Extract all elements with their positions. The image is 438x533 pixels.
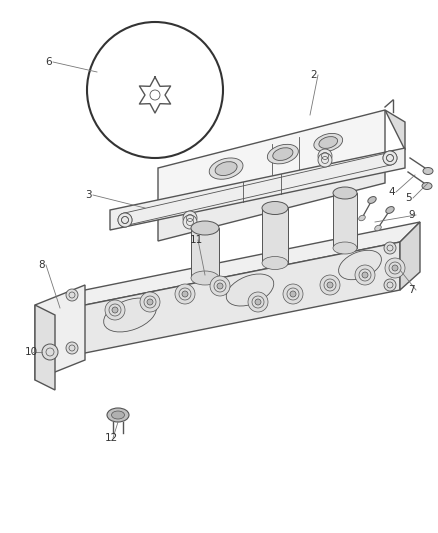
Ellipse shape (368, 197, 376, 204)
Text: 8: 8 (38, 260, 45, 270)
Circle shape (362, 272, 368, 278)
Text: 10: 10 (25, 347, 38, 357)
Ellipse shape (422, 182, 432, 190)
Ellipse shape (333, 187, 357, 199)
Circle shape (385, 258, 405, 278)
Text: 6: 6 (45, 57, 52, 67)
Circle shape (118, 213, 132, 227)
Polygon shape (60, 242, 400, 358)
Circle shape (66, 342, 78, 354)
Circle shape (147, 299, 153, 305)
Ellipse shape (215, 161, 237, 175)
Ellipse shape (423, 167, 433, 174)
Polygon shape (333, 193, 357, 248)
Circle shape (248, 292, 268, 312)
Ellipse shape (104, 298, 156, 332)
Text: 11: 11 (190, 235, 203, 245)
Circle shape (217, 283, 223, 289)
Circle shape (183, 215, 197, 229)
Circle shape (105, 300, 125, 320)
Ellipse shape (191, 221, 219, 235)
Circle shape (255, 299, 261, 305)
Ellipse shape (262, 201, 288, 214)
Polygon shape (110, 148, 405, 230)
Polygon shape (158, 110, 385, 213)
Polygon shape (35, 285, 85, 380)
Circle shape (384, 279, 396, 291)
Text: 7: 7 (408, 285, 415, 295)
Ellipse shape (333, 242, 357, 254)
Ellipse shape (359, 215, 365, 221)
Circle shape (140, 292, 160, 312)
Ellipse shape (319, 136, 338, 148)
Ellipse shape (112, 411, 124, 419)
Circle shape (175, 284, 195, 304)
Polygon shape (35, 305, 55, 390)
Ellipse shape (273, 148, 293, 160)
Circle shape (290, 291, 296, 297)
Circle shape (283, 284, 303, 304)
Ellipse shape (267, 144, 298, 164)
Circle shape (183, 211, 197, 225)
Circle shape (383, 151, 397, 165)
Circle shape (327, 282, 333, 288)
Circle shape (355, 265, 375, 285)
Polygon shape (191, 228, 219, 278)
Circle shape (384, 242, 396, 254)
Text: 3: 3 (85, 190, 92, 200)
Polygon shape (158, 155, 385, 241)
Circle shape (112, 307, 118, 313)
Circle shape (66, 289, 78, 301)
Ellipse shape (191, 271, 219, 285)
Ellipse shape (209, 158, 243, 179)
Circle shape (182, 291, 188, 297)
Circle shape (320, 275, 340, 295)
Circle shape (392, 265, 398, 271)
Text: 5: 5 (405, 193, 412, 203)
Circle shape (383, 151, 397, 165)
Circle shape (318, 153, 332, 167)
Ellipse shape (375, 225, 381, 231)
Text: 2: 2 (310, 70, 317, 80)
Text: 12: 12 (105, 433, 118, 443)
Polygon shape (400, 222, 420, 290)
Ellipse shape (262, 256, 288, 270)
Text: 9: 9 (408, 210, 415, 220)
Polygon shape (385, 110, 405, 150)
Ellipse shape (386, 207, 394, 213)
Ellipse shape (226, 274, 274, 306)
Circle shape (118, 213, 132, 227)
Polygon shape (262, 208, 288, 263)
Ellipse shape (107, 408, 129, 422)
Circle shape (210, 276, 230, 296)
Ellipse shape (314, 133, 343, 151)
Circle shape (42, 344, 58, 360)
Text: 4: 4 (388, 187, 395, 197)
Polygon shape (60, 222, 420, 310)
Ellipse shape (339, 251, 381, 280)
Circle shape (318, 149, 332, 163)
